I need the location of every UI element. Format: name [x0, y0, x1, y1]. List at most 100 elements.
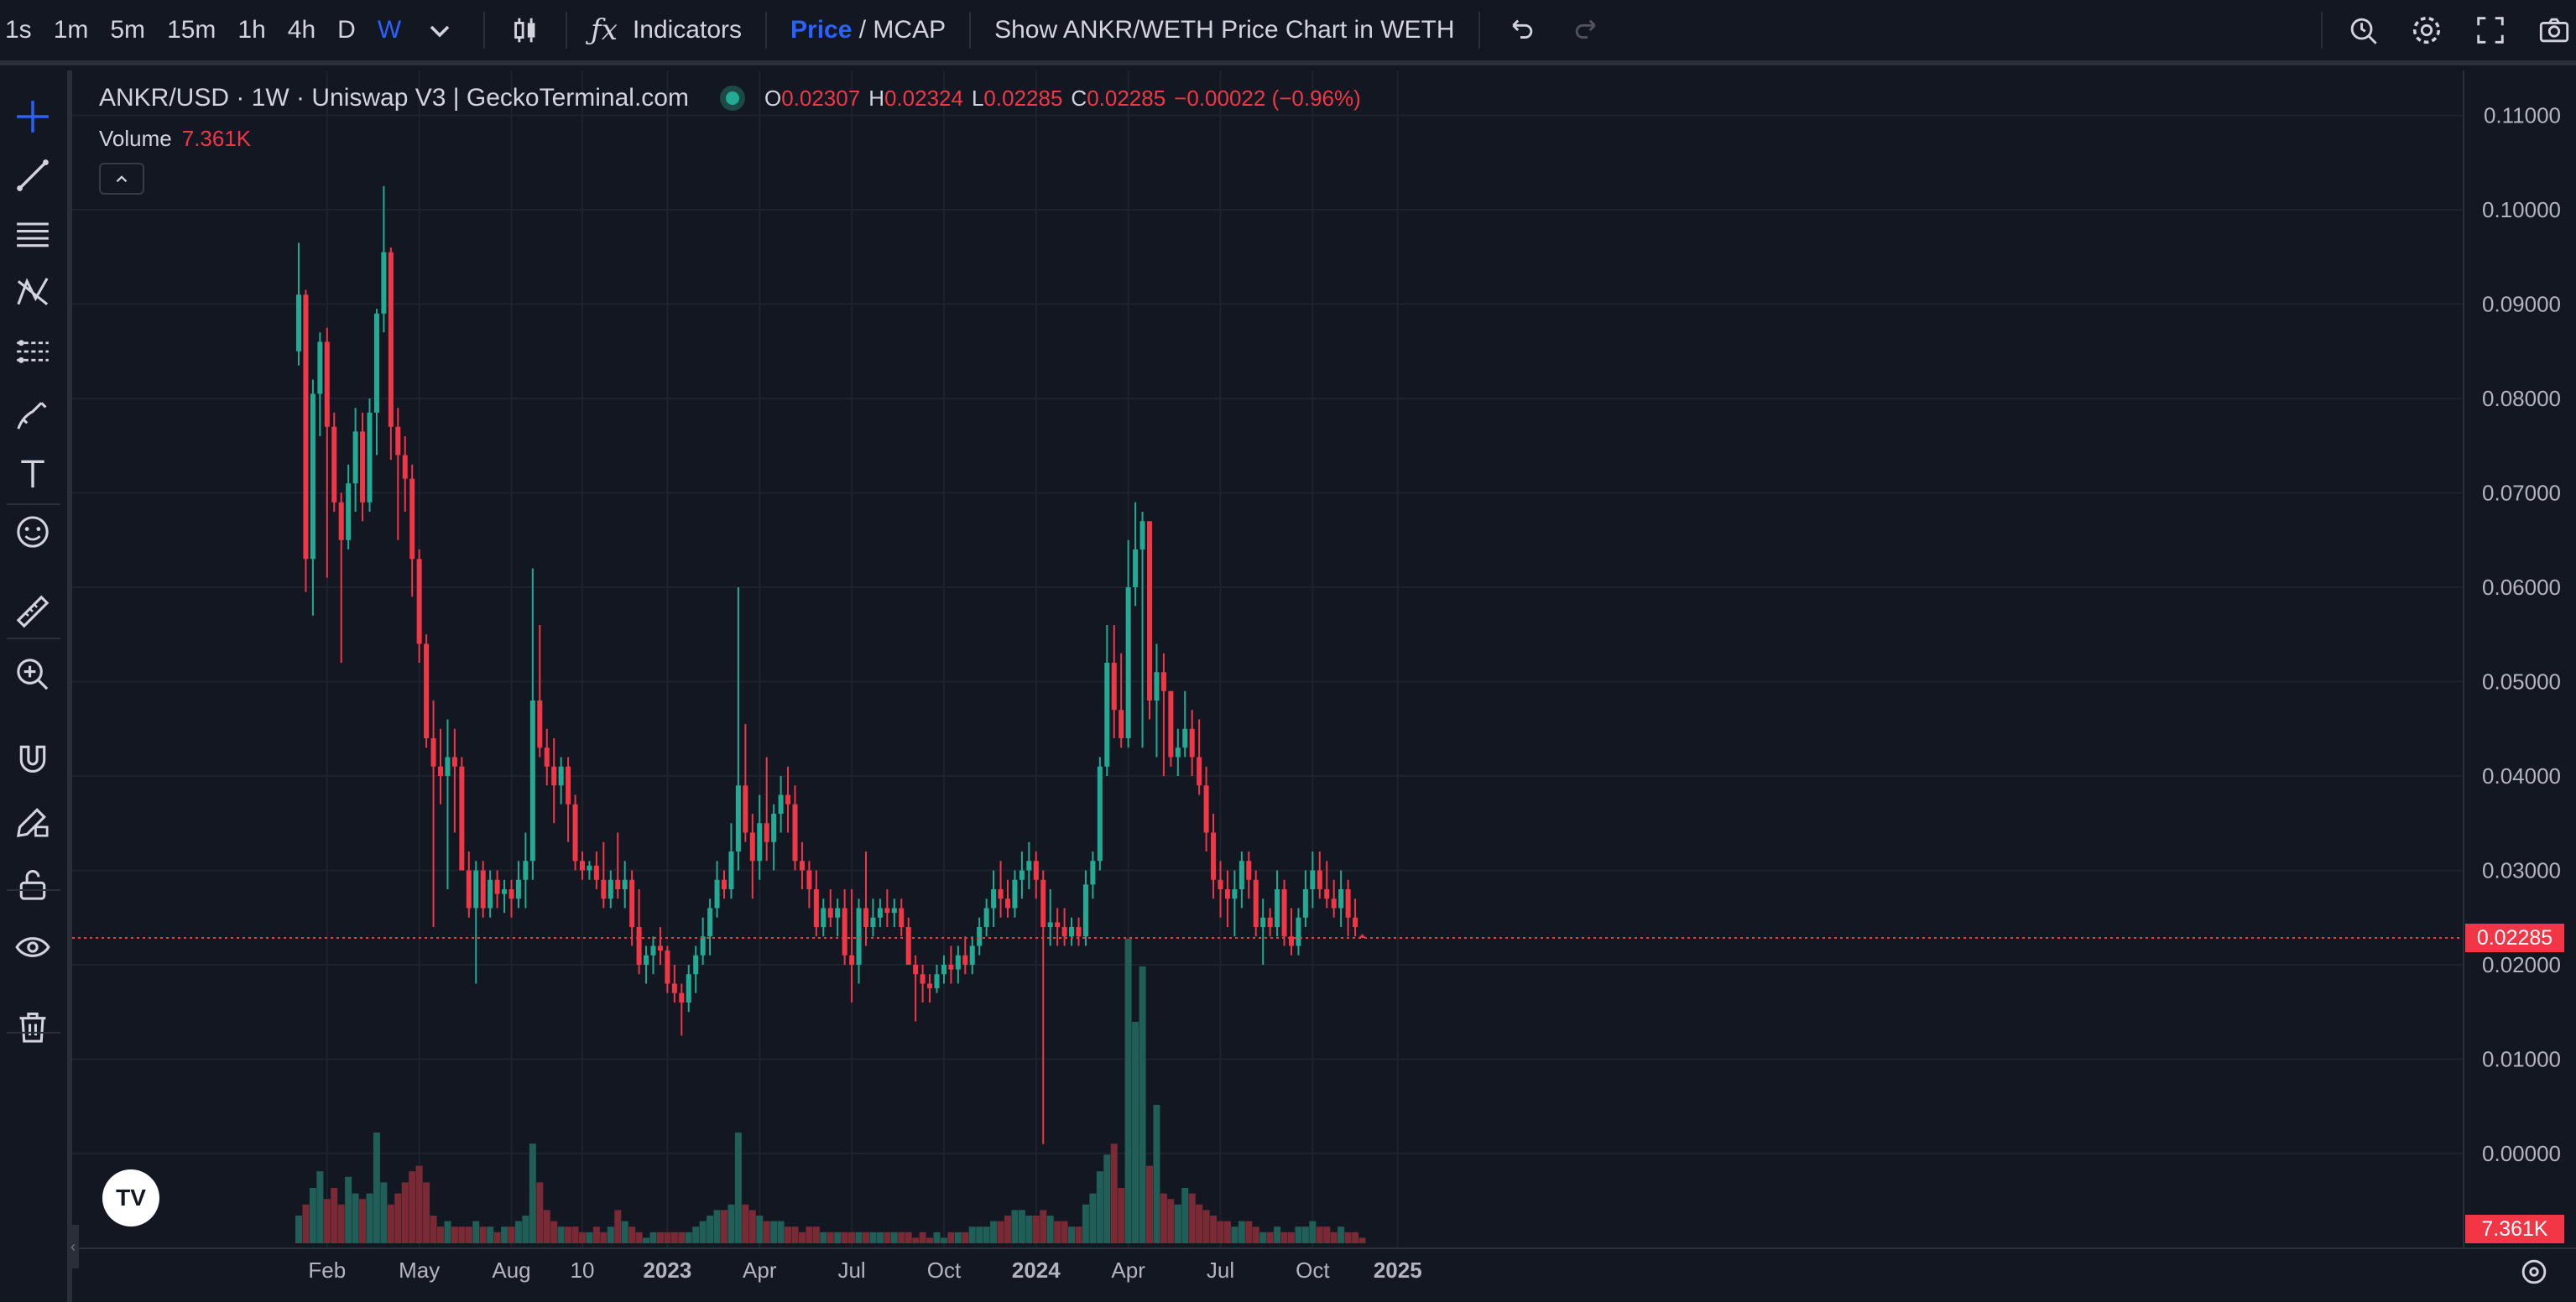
- time-axis[interactable]: Feb May Aug 10 2023 Apr Jul Oct 2024 Apr Jul Oct 202…: [308, 1258, 1421, 1283]
- candle: [558, 757, 564, 805]
- candle: [1353, 898, 1358, 937]
- low-label: L: [971, 85, 984, 111]
- text-icon[interactable]: [8, 449, 57, 497]
- brush-icon[interactable]: [8, 390, 57, 439]
- pattern-icon[interactable]: [8, 268, 57, 317]
- trash-icon[interactable]: [8, 1003, 57, 1051]
- timeframe-15m[interactable]: 15m: [167, 16, 216, 44]
- candle: [806, 861, 812, 909]
- candle-body: [1232, 889, 1238, 899]
- timeframe-4h[interactable]: 4h: [287, 16, 316, 44]
- mcap-toggle-label[interactable]: / MCAP: [852, 16, 946, 44]
- candle: [1310, 852, 1316, 909]
- chevron-down-icon[interactable]: [423, 13, 456, 47]
- candle: [1218, 861, 1223, 918]
- candle-body: [821, 908, 827, 927]
- toolbar-divider: [1478, 12, 1480, 49]
- candle: [679, 983, 685, 1036]
- time-axis-bg: [72, 1248, 2464, 1302]
- candle: [877, 898, 883, 927]
- time-tick-label: 2025: [1374, 1258, 1422, 1283]
- candle-body: [566, 766, 571, 805]
- candle: [849, 889, 855, 1003]
- candles-chart-type-icon[interactable]: [508, 13, 542, 47]
- volume-bar: [1132, 1022, 1139, 1243]
- symbol-title[interactable]: ANKR/USD · 1W · Uniswap V3 | GeckoTermin…: [99, 84, 689, 112]
- candle: [1061, 908, 1067, 946]
- price-toggle-label[interactable]: Price: [790, 16, 853, 44]
- volume-bar: [387, 1204, 394, 1243]
- lock-drawings-icon[interactable]: [8, 797, 57, 846]
- timeframe-1s[interactable]: 1s: [5, 16, 32, 44]
- timeframe-5m[interactable]: 5m: [110, 16, 146, 44]
- timeframe-w[interactable]: W: [377, 16, 402, 44]
- time-tick-label: 2023: [643, 1258, 691, 1283]
- crosshair-icon[interactable]: [8, 92, 57, 141]
- emoji-icon[interactable]: [8, 508, 57, 556]
- candle: [913, 955, 919, 1022]
- candle: [1154, 643, 1160, 758]
- candle-body: [1310, 870, 1316, 889]
- volume-bar: [1323, 1226, 1331, 1243]
- tradingview-logo[interactable]: TV: [102, 1169, 159, 1226]
- unlock-icon[interactable]: [8, 860, 57, 909]
- ruler-icon[interactable]: [8, 587, 57, 636]
- fib-lines-icon[interactable]: [8, 210, 57, 258]
- candle-body: [580, 861, 585, 871]
- candle-body: [920, 974, 926, 984]
- candle: [1224, 870, 1230, 927]
- candle-body: [934, 974, 940, 989]
- candle-body: [1296, 917, 1301, 946]
- magnet-icon[interactable]: [8, 734, 57, 783]
- redo-icon[interactable]: [1571, 13, 1604, 47]
- candle: [1260, 898, 1266, 965]
- prediction-icon[interactable]: [8, 327, 57, 376]
- candle-body: [927, 983, 933, 989]
- volume-bar: [954, 1232, 962, 1243]
- trendline-icon[interactable]: [8, 151, 57, 200]
- volume-bar: [983, 1226, 990, 1243]
- quick-search-icon[interactable]: [2346, 13, 2380, 47]
- candle-body: [558, 766, 564, 786]
- volume-bar: [493, 1232, 501, 1243]
- volume-bar: [409, 1171, 416, 1243]
- candle-body: [899, 908, 905, 927]
- volume-bar: [586, 1232, 593, 1243]
- candle-body: [679, 992, 685, 1003]
- undo-icon[interactable]: [1504, 13, 1537, 47]
- indicators-button[interactable]: ƒx Indicators: [591, 13, 742, 47]
- volume-bar: [785, 1226, 792, 1243]
- collapse-legend-button[interactable]: [99, 163, 144, 195]
- eye-icon[interactable]: [8, 923, 57, 971]
- timeframe-1m[interactable]: 1m: [53, 16, 89, 44]
- price-axis[interactable]: 0.11000 0.10000 0.09000 0.08000 0.07000 0.060…: [2482, 103, 2561, 1167]
- candle: [764, 757, 769, 862]
- candle-body: [459, 766, 465, 871]
- candle: [473, 861, 479, 984]
- scale-settings-icon[interactable]: [2517, 1255, 2551, 1289]
- show-weth-chart-button[interactable]: Show ANKR/WETH Price Chart in WETH: [994, 16, 1455, 44]
- price-mcap-toggle[interactable]: Price / MCAP: [790, 16, 946, 44]
- volume-bar: [529, 1143, 536, 1243]
- candle-body: [1069, 927, 1075, 937]
- volume-bar: [565, 1226, 572, 1243]
- candle: [572, 794, 578, 871]
- top-toolbar: 1s 1m 5m 15m 1h 4h D W ƒx Indicators Price / MC…: [0, 0, 2576, 65]
- camera-icon[interactable]: [2537, 13, 2571, 47]
- zoom-in-icon[interactable]: [8, 650, 57, 699]
- volume-label[interactable]: Volume: [99, 126, 172, 151]
- timeframe-d[interactable]: D: [337, 16, 356, 44]
- candle: [1012, 870, 1018, 918]
- candle-body: [537, 700, 543, 748]
- ohlc-high: H0.02324: [868, 86, 963, 112]
- candle: [714, 861, 720, 918]
- gear-icon[interactable]: [2410, 13, 2443, 47]
- candle-body: [778, 794, 784, 814]
- collapse-toolbar-arrow[interactable]: ‹: [67, 1225, 79, 1268]
- price-tick-label: 0.10000: [2482, 197, 2561, 222]
- timeframe-1h[interactable]: 1h: [237, 16, 266, 44]
- candle: [587, 861, 592, 880]
- fullscreen-icon[interactable]: [2474, 13, 2507, 47]
- candle: [1281, 879, 1287, 946]
